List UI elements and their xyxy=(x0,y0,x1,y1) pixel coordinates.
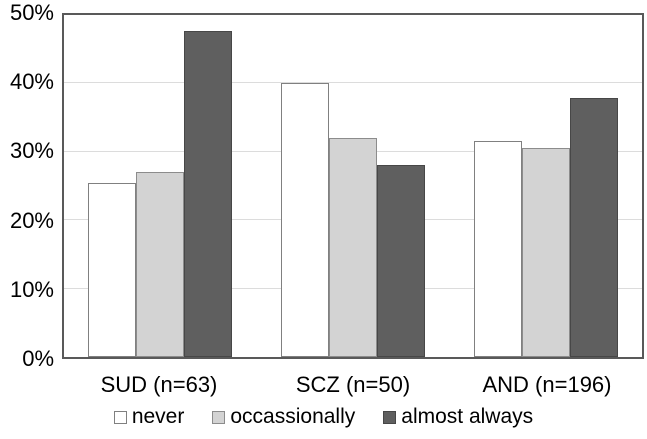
bar-group-scz xyxy=(257,15,450,357)
bar-occassionally-and xyxy=(521,147,570,357)
legend-item-almost-always: almost always xyxy=(383,404,533,430)
bar-groups xyxy=(64,15,642,357)
y-axis-tick-label: 50% xyxy=(9,0,54,25)
bar-occassionally-sud xyxy=(136,172,185,357)
bar-never-scz xyxy=(281,83,329,357)
bar-never-and xyxy=(473,140,522,357)
x-axis-category-label: SUD (n=63) xyxy=(100,372,218,397)
bar-group-and xyxy=(449,15,642,357)
x-axis-category-label: SCZ (n=50) xyxy=(295,372,411,397)
y-axis: 0% 10% 20% 30% 40% 50% xyxy=(0,0,54,439)
legend: never occassionally almost always xyxy=(0,404,647,430)
bar-occassionally-scz xyxy=(329,138,377,357)
legend-label: never xyxy=(131,405,185,428)
x-axis-category-label: AND (n=196) xyxy=(482,372,612,397)
bar-group-sud xyxy=(64,15,257,357)
y-axis-tick-label: 0% xyxy=(22,346,54,371)
legend-label: occassionally xyxy=(230,405,356,428)
y-axis-tick-label: 40% xyxy=(9,69,54,95)
legend-item-occassionally: occassionally xyxy=(212,404,355,430)
legend-marker-never-icon xyxy=(113,410,127,424)
legend-item-never: never xyxy=(113,404,185,430)
y-axis-tick-label: 10% xyxy=(9,276,54,302)
y-axis-tick-label: 20% xyxy=(9,207,54,233)
bar-almost-always-and xyxy=(569,98,618,357)
plot-area xyxy=(62,13,644,359)
bar-almost-always-sud xyxy=(184,31,233,357)
bar-never-sud xyxy=(88,183,137,357)
legend-marker-almost-always-icon xyxy=(383,410,397,424)
legend-marker-occassionally-icon xyxy=(212,410,226,424)
legend-label: almost always xyxy=(401,405,534,428)
bar-almost-always-scz xyxy=(377,165,425,357)
y-axis-tick-label: 30% xyxy=(9,138,54,164)
gridline xyxy=(64,82,642,84)
x-axis-category-labels: SUD (n=63) SCZ (n=50) AND (n=196) xyxy=(62,371,644,398)
